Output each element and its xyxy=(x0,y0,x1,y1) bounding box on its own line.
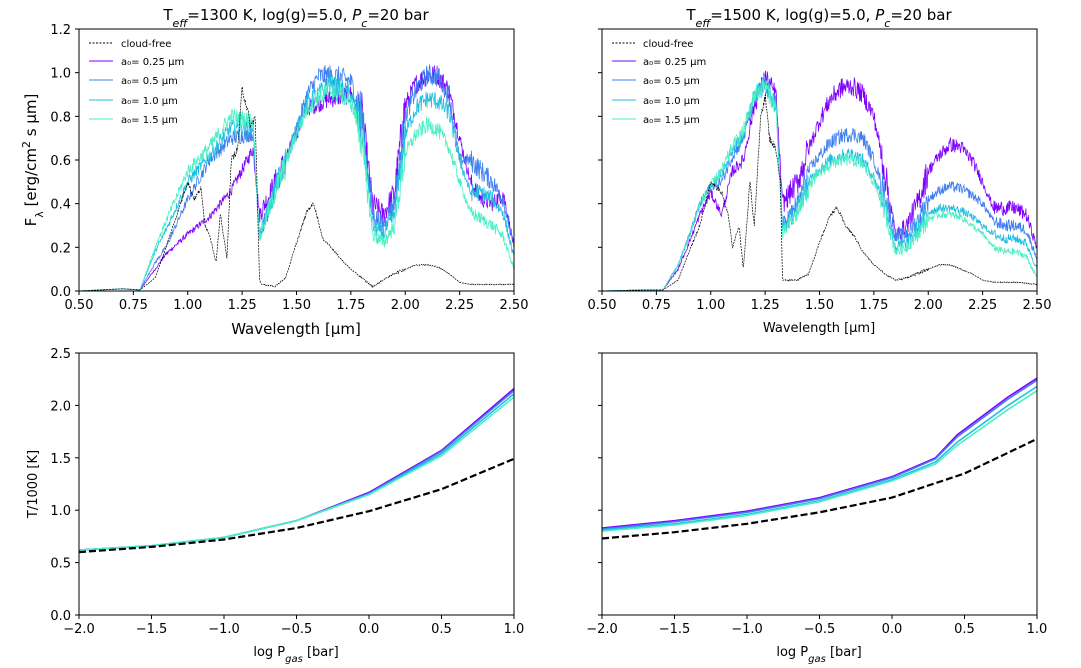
ytick-label: 0.0 xyxy=(50,609,71,624)
series-line-cloud-free xyxy=(601,437,1038,540)
panel-tp-1500: −2.0 −1.5 −1.0 −0.5 0.0 0.5 1.0 log Pgas [bar] xyxy=(586,352,1047,665)
xtick-label: −1.0 xyxy=(208,622,240,637)
yticks-tp-1500 xyxy=(598,352,602,616)
xtick-label: 2.50 xyxy=(500,298,529,313)
xtick-label: −2.0 xyxy=(63,622,95,637)
series-line-a0-0-5um xyxy=(601,379,1038,530)
xticks-tp-1500: −2.0 −1.5 −1.0 −0.5 0.0 0.5 1.0 xyxy=(586,615,1047,637)
xtick-label: 2.00 xyxy=(391,298,420,313)
xtick-label: −1.5 xyxy=(136,622,168,637)
xtick-label: −0.5 xyxy=(804,622,836,637)
ytick-label: 0.2 xyxy=(50,241,71,256)
ytick-label: 2.0 xyxy=(50,399,71,414)
xtick-label: −2.0 xyxy=(586,622,618,637)
legend-label-cloud-free: cloud-free xyxy=(121,39,171,50)
xticks-spectrum-1300: 0.50 0.75 1.00 1.25 1.50 1.75 2.00 2.25 2.50 xyxy=(65,291,529,313)
xtick-label: −1.5 xyxy=(659,622,691,637)
xtick-label: 1.50 xyxy=(805,298,834,313)
series-group-spectrum-1500 xyxy=(602,70,1038,292)
xtick-label: 0.0 xyxy=(882,622,903,637)
title-spectrum-1300: Teff=1300 K, log(g)=5.0, Pc=20 bar xyxy=(162,6,429,30)
xtick-label: 1.0 xyxy=(504,622,525,637)
xtick-label: −1.0 xyxy=(731,622,763,637)
axes-frame-spectrum-1300 xyxy=(78,28,515,292)
panel-spectrum-1500: Teff=1500 K, log(g)=5.0, Pc=20 bar 0.50 0… xyxy=(588,6,1052,336)
xtick-label: 0.0 xyxy=(359,622,380,637)
legend-label-a10: a₀= 1.0 μm xyxy=(643,96,700,107)
yticks-tp-1300: 0.0 0.5 1.0 1.5 2.0 2.5 xyxy=(50,347,79,624)
series-line-a0-1-5um xyxy=(601,390,1038,532)
panel-spectrum-1300: Teff=1300 K, log(g)=5.0, Pc=20 bar 0.50 0… xyxy=(20,6,529,338)
ytick-label: 0.4 xyxy=(50,198,71,213)
series-group-spectrum-1300 xyxy=(79,63,515,292)
panel-tp-1300: −2.0 −1.5 −1.0 −0.5 0.0 0.5 1.0 0.0 0.5 1.0 1.5 2.… xyxy=(26,347,524,665)
xtick-label: 1.00 xyxy=(173,298,202,313)
legend-spectrum-1500: cloud-free a₀= 0.25 μm a₀= 0.5 μm a₀= 1.… xyxy=(612,39,706,126)
legend-label-a15: a₀= 1.5 μm xyxy=(643,115,700,126)
xtick-label: 0.50 xyxy=(588,298,617,313)
xtick-label: 1.75 xyxy=(859,298,888,313)
ytick-label: 0.6 xyxy=(50,154,71,169)
series-group-tp-1500 xyxy=(601,377,1038,540)
legend-label-a025: a₀= 0.25 μm xyxy=(643,57,706,68)
xtick-label: 2.00 xyxy=(914,298,943,313)
series-line-a0-1-0um xyxy=(79,74,515,292)
legend-spectrum-1300: cloud-free a₀= 0.25 μm a₀= 0.5 μm a₀= 1.… xyxy=(89,39,184,126)
legend-label-a05: a₀= 0.5 μm xyxy=(121,76,178,87)
legend-label-a10: a₀= 1.0 μm xyxy=(121,96,178,107)
xtick-label: 1.50 xyxy=(282,298,311,313)
xtick-label: 0.75 xyxy=(642,298,671,313)
series-line-a0-0-25um xyxy=(602,70,1038,292)
ytick-label: 1.0 xyxy=(50,504,71,519)
series-line-a0-0-5um xyxy=(79,63,515,292)
xtick-label: 0.5 xyxy=(431,622,452,637)
title-spectrum-1500: Teff=1500 K, log(g)=5.0, Pc=20 bar xyxy=(685,6,952,30)
series-line-a0-1-0um xyxy=(601,385,1038,531)
series-line-a0-1-5um xyxy=(79,81,515,292)
legend-label-a15: a₀= 1.5 μm xyxy=(121,115,178,126)
series-line-a0-1-5um xyxy=(602,78,1038,292)
ylabel-spectrum-1300: Fλ [erg/cm2 s μm] xyxy=(20,94,46,227)
xtick-label: 0.5 xyxy=(954,622,975,637)
ytick-label: 0.8 xyxy=(50,110,71,125)
ytick-label: 1.2 xyxy=(50,23,71,38)
xtick-label: 1.25 xyxy=(228,298,257,313)
xtick-label: 0.50 xyxy=(65,298,94,313)
xlabel-tp-1300: log Pgas [bar] xyxy=(253,645,338,665)
legend-label-a05: a₀= 0.5 μm xyxy=(643,76,700,87)
axes-frame-tp-1300 xyxy=(78,352,515,616)
xticks-tp-1300: −2.0 −1.5 −1.0 −0.5 0.0 0.5 1.0 xyxy=(63,615,524,637)
xtick-label: 1.25 xyxy=(751,298,780,313)
ytick-label: 0.5 xyxy=(50,557,71,572)
legend-label-cloud-free: cloud-free xyxy=(643,39,693,50)
xtick-label: 2.25 xyxy=(968,298,997,313)
xlabel-tp-1500: log Pgas [bar] xyxy=(776,645,861,665)
ylabel-tp-1300: T/1000 [K] xyxy=(26,450,41,519)
series-line-a0-0-25um xyxy=(601,377,1038,529)
yticks-spectrum-1300: 0.0 0.2 0.4 0.6 0.8 1.0 1.2 xyxy=(50,23,79,300)
series-line-cloud-free xyxy=(79,85,515,292)
series-line-cloud-free xyxy=(78,457,515,554)
xlabel-spectrum-1300: Wavelength [μm] xyxy=(231,320,361,338)
ytick-label: 2.5 xyxy=(50,347,71,362)
xlabel-spectrum-1500: Wavelength [μm] xyxy=(763,321,875,336)
axes-frame-spectrum-1500 xyxy=(601,28,1038,292)
xtick-label: 0.75 xyxy=(119,298,148,313)
legend-label-a025: a₀= 0.25 μm xyxy=(121,57,184,68)
axes-frame-tp-1500 xyxy=(601,352,1038,616)
xtick-label: 2.50 xyxy=(1023,298,1052,313)
xtick-label: −0.5 xyxy=(281,622,313,637)
xtick-label: 1.75 xyxy=(336,298,365,313)
ytick-label: 0.0 xyxy=(50,285,71,300)
ytick-label: 1.5 xyxy=(50,452,71,467)
ytick-label: 1.0 xyxy=(50,67,71,82)
xticks-spectrum-1500: 0.50 0.75 1.00 1.25 1.50 1.75 2.00 2.25 2.50 xyxy=(588,291,1052,313)
yticks-spectrum-1500 xyxy=(598,28,602,292)
series-group-tp-1300 xyxy=(78,387,515,554)
xtick-label: 1.00 xyxy=(696,298,725,313)
xtick-label: 2.25 xyxy=(445,298,474,313)
series-line-cloud-free xyxy=(602,92,1038,292)
xtick-label: 1.0 xyxy=(1027,622,1048,637)
